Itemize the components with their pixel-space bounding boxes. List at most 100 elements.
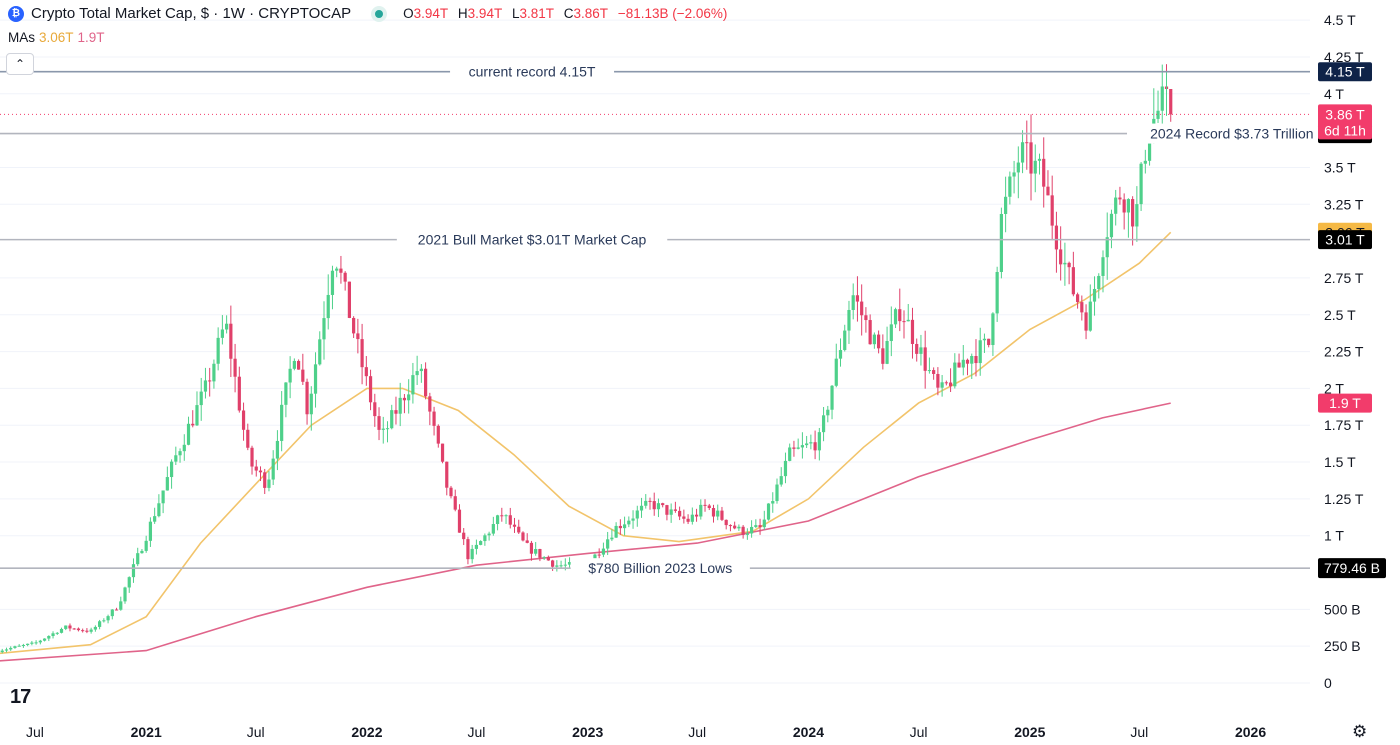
candle-body — [843, 330, 847, 351]
candle — [229, 305, 233, 378]
candle — [106, 614, 110, 624]
candle-body — [508, 515, 512, 525]
x-tick-label: Jul — [1130, 724, 1148, 740]
candle-body — [1050, 195, 1054, 226]
candle-body — [1016, 162, 1020, 173]
ohlc-close-value: 3.86T — [573, 6, 609, 21]
current-price-tag: 3.86 T — [1325, 106, 1365, 122]
candle — [932, 367, 936, 380]
candle — [233, 343, 237, 393]
candle-body — [745, 533, 749, 535]
candle-body — [1101, 257, 1105, 276]
y-tick-label: 1.5 T — [1324, 454, 1356, 470]
candle-body — [424, 368, 428, 397]
candle-body — [51, 633, 55, 637]
candle — [352, 316, 356, 339]
candle — [93, 625, 97, 632]
candle-body — [1169, 89, 1173, 115]
y-tick-label: 2.25 T — [1324, 344, 1364, 360]
candle-body — [1059, 249, 1063, 265]
candle — [254, 459, 258, 477]
candle-body — [622, 524, 627, 529]
candle-body — [487, 533, 491, 536]
candle-body — [280, 404, 284, 441]
candle — [898, 288, 902, 332]
candle — [398, 382, 402, 427]
candle-body — [1037, 158, 1042, 161]
candle — [792, 440, 796, 457]
candle-body — [656, 503, 661, 510]
candle — [766, 503, 771, 521]
candle-body — [186, 423, 191, 445]
x-tick-label: 2024 — [793, 724, 824, 740]
ohlc-open-key: O — [403, 6, 414, 21]
candle-body — [665, 505, 669, 515]
candle-body — [720, 510, 724, 520]
candle — [127, 576, 131, 593]
y-tick-label: 2 T — [1324, 380, 1344, 396]
candle — [38, 639, 42, 645]
ohlc-values: O3.94T H3.94T L3.81T C3.86T −81.13B (−2.… — [403, 6, 733, 21]
candle-body — [288, 368, 292, 383]
y-tick-label: 4.25 T — [1324, 49, 1364, 65]
candle — [68, 623, 72, 632]
candle-body — [1029, 142, 1033, 174]
y-tick-label: 1.25 T — [1324, 491, 1364, 507]
symbol-title[interactable]: Crypto Total Market Cap, $ · 1W · CRYPTO… — [31, 5, 352, 22]
candle — [330, 265, 335, 310]
collapse-legend-button[interactable]: ⌃ — [6, 53, 34, 75]
candle — [1080, 295, 1084, 321]
y-tick-label: 250 B — [1324, 638, 1361, 654]
candle — [284, 382, 288, 418]
candle-body — [1160, 86, 1164, 111]
candle — [974, 339, 978, 377]
candle — [889, 306, 893, 357]
ma-legend[interactable]: MAs 3.06T 1.9T — [8, 30, 105, 45]
candle-body — [153, 516, 157, 522]
candle — [881, 334, 885, 370]
grid-layer — [0, 19, 1310, 684]
candle — [136, 547, 140, 567]
candle — [601, 542, 606, 558]
candle-body — [792, 447, 796, 449]
candle-body — [1080, 302, 1084, 313]
candle-body — [872, 334, 876, 345]
candle — [368, 369, 373, 411]
candle-body — [483, 535, 487, 542]
candle — [826, 405, 830, 423]
candle — [275, 430, 280, 471]
x-tick-label: Jul — [467, 724, 485, 740]
x-tick-label: 2021 — [131, 724, 162, 740]
candle — [174, 446, 178, 465]
candle — [639, 497, 644, 518]
symbol-legend[interactable]: ₿ Crypto Total Market Cap, $ · 1W · CRYP… — [8, 5, 733, 22]
settings-gear-icon[interactable]: ⚙ — [1352, 722, 1368, 741]
candle-body — [356, 333, 360, 340]
candle-body — [212, 363, 216, 382]
candle — [98, 619, 102, 630]
candle — [237, 366, 241, 413]
candle-body — [754, 525, 758, 527]
candle-body — [923, 347, 927, 371]
candle — [394, 396, 398, 425]
candles — [0, 64, 1173, 654]
candle-body — [639, 505, 644, 511]
candle-body — [360, 339, 364, 368]
candle-body — [855, 295, 860, 302]
price-tag-ma-slow-bg — [1318, 393, 1372, 413]
candle — [1059, 226, 1063, 281]
candle-body — [93, 626, 97, 630]
candle — [944, 380, 948, 386]
candle — [89, 627, 93, 634]
candle — [694, 508, 699, 522]
price-tag-ma-slow: 1.9 T — [1329, 395, 1361, 411]
candle-body — [203, 380, 208, 392]
candle-body — [1092, 288, 1097, 302]
ohlc-open-value: 3.94T — [413, 6, 449, 21]
tradingview-logo[interactable]: 17 — [10, 686, 31, 708]
candle-body — [749, 526, 754, 534]
candle-body — [419, 368, 423, 372]
symbol-logo-icon: ₿ — [8, 5, 24, 22]
candle-body — [618, 525, 622, 529]
